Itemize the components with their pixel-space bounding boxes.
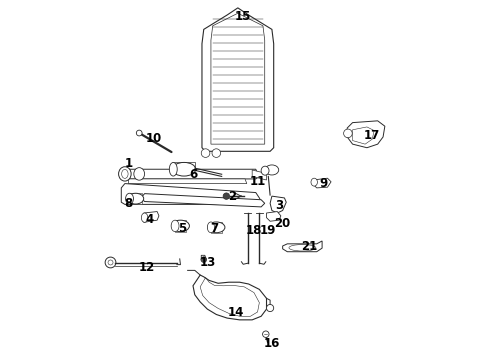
Polygon shape [122, 184, 261, 204]
Polygon shape [201, 255, 206, 262]
Text: 3: 3 [275, 199, 283, 212]
Ellipse shape [172, 162, 196, 176]
Circle shape [201, 149, 210, 157]
Text: 16: 16 [264, 337, 280, 350]
Polygon shape [313, 178, 331, 188]
Ellipse shape [208, 222, 225, 233]
Polygon shape [283, 241, 322, 252]
Text: 12: 12 [138, 261, 154, 274]
Ellipse shape [207, 222, 215, 233]
Circle shape [136, 130, 142, 136]
Polygon shape [211, 222, 221, 233]
Polygon shape [270, 196, 286, 213]
Circle shape [223, 193, 230, 199]
Ellipse shape [122, 170, 128, 179]
Ellipse shape [125, 193, 133, 204]
Polygon shape [347, 121, 385, 148]
Ellipse shape [134, 168, 145, 180]
Text: 7: 7 [211, 222, 219, 235]
Ellipse shape [261, 166, 269, 175]
Text: 11: 11 [249, 175, 266, 188]
Polygon shape [122, 169, 259, 179]
Text: 20: 20 [274, 216, 291, 230]
Text: 17: 17 [364, 129, 380, 142]
Text: 1: 1 [124, 157, 132, 170]
Text: 21: 21 [301, 240, 318, 253]
Polygon shape [267, 212, 281, 221]
Polygon shape [141, 194, 265, 207]
Polygon shape [143, 212, 159, 222]
Ellipse shape [311, 178, 318, 186]
Text: 15: 15 [235, 10, 251, 23]
Text: 5: 5 [178, 222, 186, 235]
Polygon shape [175, 220, 186, 231]
Ellipse shape [141, 213, 148, 222]
Text: 13: 13 [199, 256, 216, 269]
Circle shape [263, 331, 269, 337]
Text: 9: 9 [320, 177, 328, 190]
Text: 4: 4 [146, 213, 154, 226]
Ellipse shape [170, 162, 177, 176]
Text: 10: 10 [146, 132, 162, 145]
Ellipse shape [171, 220, 179, 231]
Circle shape [201, 257, 207, 262]
Ellipse shape [265, 165, 279, 175]
Ellipse shape [172, 220, 190, 231]
Polygon shape [202, 8, 274, 151]
Polygon shape [129, 193, 142, 204]
Text: 8: 8 [124, 197, 133, 210]
Polygon shape [173, 162, 195, 176]
Circle shape [105, 257, 116, 268]
Text: 18: 18 [246, 224, 262, 237]
Circle shape [267, 305, 274, 312]
Text: 2: 2 [228, 190, 237, 203]
Text: 6: 6 [189, 168, 197, 181]
Circle shape [343, 129, 352, 138]
Ellipse shape [119, 167, 131, 181]
Text: 19: 19 [260, 224, 276, 237]
Circle shape [108, 260, 113, 265]
Polygon shape [252, 170, 267, 180]
Polygon shape [128, 179, 247, 184]
Circle shape [212, 149, 220, 157]
Ellipse shape [127, 193, 144, 204]
Text: 14: 14 [228, 306, 244, 319]
Polygon shape [193, 275, 267, 320]
